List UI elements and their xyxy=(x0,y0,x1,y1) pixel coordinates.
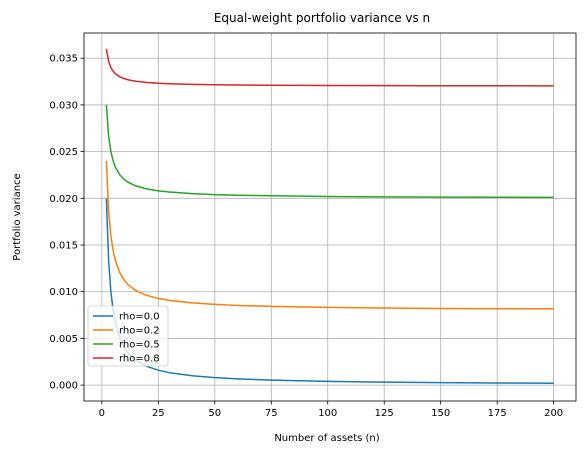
series-line-3 xyxy=(105,48,554,87)
x-tick-label: 150 xyxy=(431,408,450,419)
x-tick-label: 50 xyxy=(208,408,221,419)
y-axis-ticks: 0.000 0.005 0.010 0.015 0.020 0.025 0.030 0.035 xyxy=(49,54,84,392)
legend-box xyxy=(87,305,169,367)
x-tick-label: 25 xyxy=(152,408,165,419)
legend-label: rho=0.2 xyxy=(119,326,160,337)
series-lines xyxy=(105,48,554,384)
x-tick-label: 125 xyxy=(375,408,394,419)
x-tick-label: 200 xyxy=(544,408,563,419)
chart-title: Equal-weight portfolio variance vs n xyxy=(214,11,430,25)
y-tick-label: 0.035 xyxy=(49,54,78,65)
y-tick-label: 0.020 xyxy=(49,194,78,205)
x-tick-label: 0 xyxy=(99,408,105,419)
x-axis-label: Number of assets (n) xyxy=(274,433,379,444)
legend-label: rho=0.0 xyxy=(119,312,160,323)
y-tick-label: 0.030 xyxy=(49,100,78,111)
y-tick-label: 0.015 xyxy=(49,241,78,252)
y-tick-label: 0.025 xyxy=(49,147,78,158)
y-axis-label: Portfolio variance xyxy=(12,173,23,260)
legend: rho=0.0 rho=0.2 rho=0.5 rho=0.8 xyxy=(87,305,169,367)
y-tick-label: 0.000 xyxy=(49,381,78,392)
series-line-1 xyxy=(105,160,554,310)
x-tick-label: 100 xyxy=(318,408,337,419)
legend-label: rho=0.5 xyxy=(119,340,160,351)
x-tick-label: 75 xyxy=(265,408,278,419)
series-line-2 xyxy=(105,104,554,199)
series-line-0 xyxy=(105,198,554,384)
plot-frame xyxy=(83,32,577,402)
y-tick-label: 0.005 xyxy=(49,334,78,345)
x-tick-label: 175 xyxy=(488,408,507,419)
x-axis-ticks: 0 25 50 75 100 125 150 175 200 xyxy=(99,401,563,419)
y-tick-label: 0.010 xyxy=(49,287,78,298)
legend-label: rho=0.8 xyxy=(119,354,160,365)
